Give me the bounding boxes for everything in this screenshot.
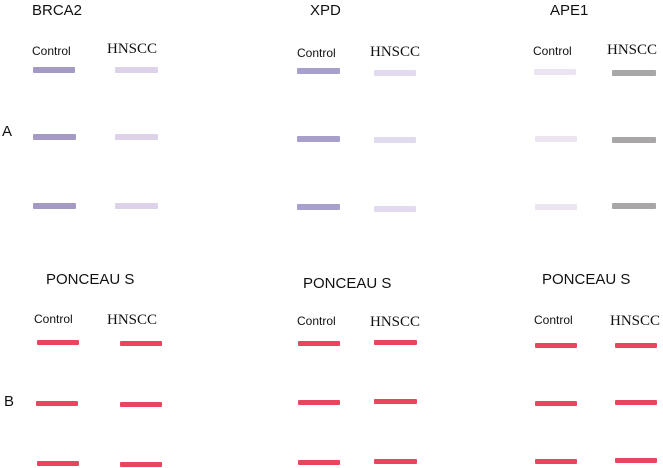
brca2-hnscc-band-1: [115, 67, 158, 73]
xpd-control-band-3: [297, 204, 340, 210]
ponceau-3-title: PONCEAU S: [542, 271, 631, 288]
brca2-control-band-2: [33, 134, 76, 140]
xpd-control-band-2: [297, 136, 340, 142]
ponceau-1-title: PONCEAU S: [46, 271, 135, 288]
brca2-control-band-3: [33, 203, 76, 209]
ponceau-3-control-band-1: [535, 343, 577, 348]
ponceau-1-hnscc-band-1: [120, 341, 162, 346]
brca2-control-label: Control: [32, 44, 71, 58]
ponceau-2-control-band-2: [298, 400, 340, 405]
ponceau-3-hnscc-band-1: [615, 343, 657, 348]
brca2-hnscc-band-3: [115, 203, 158, 209]
xpd-control-band-1: [297, 68, 340, 74]
ponceau-2-control-band-3: [298, 460, 340, 465]
ape1-hnscc-band-2: [612, 137, 656, 143]
ape1-hnscc-band-1: [612, 70, 656, 76]
ponceau-3-control-label: Control: [534, 313, 573, 327]
ponceau-3-hnscc-band-3: [615, 458, 657, 463]
xpd-control-label: Control: [297, 46, 336, 60]
brca2-hnscc-label: HNSCC: [107, 41, 158, 57]
xpd-title: XPD: [310, 2, 341, 19]
ponceau-2-hnscc-label: HNSCC: [370, 314, 421, 330]
xpd-hnscc-band-1: [374, 70, 416, 76]
xpd-hnscc-band-3: [374, 206, 416, 212]
ponceau-1-hnscc-band-2: [120, 402, 162, 407]
ape1-control-band-2: [535, 136, 577, 142]
ape1-control-label: Control: [533, 44, 572, 58]
ponceau-2-hnscc-band-2: [374, 399, 417, 404]
ape1-control-band-1: [534, 69, 576, 75]
ponceau-1-control-label: Control: [34, 312, 73, 326]
ponceau-2-hnscc-band-1: [374, 340, 417, 345]
ponceau-1-hnscc-label: HNSCC: [107, 312, 158, 328]
ponceau-2-control-label: Control: [297, 314, 336, 328]
ponceau-3-control-band-2: [535, 401, 577, 406]
ape1-control-band-3: [535, 204, 577, 210]
ape1-title: APE1: [550, 2, 589, 19]
xpd-hnscc-band-2: [374, 137, 416, 143]
panel-a-label: A: [2, 123, 13, 140]
panel-b-label: B: [4, 393, 15, 410]
brca2-control-band-1: [33, 67, 75, 73]
ape1-hnscc-band-3: [612, 203, 656, 209]
ponceau-2-title: PONCEAU S: [303, 275, 392, 292]
xpd-hnscc-label: HNSCC: [370, 44, 421, 60]
ponceau-1-control-band-1: [37, 340, 79, 345]
ponceau-3-hnscc-band-2: [615, 400, 657, 405]
ape1-hnscc-label: HNSCC: [607, 42, 658, 58]
ponceau-2-hnscc-band-3: [374, 459, 417, 464]
ponceau-1-control-band-2: [36, 401, 78, 406]
ponceau-3-hnscc-label: HNSCC: [610, 313, 661, 329]
ponceau-3-control-band-3: [535, 459, 577, 464]
brca2-hnscc-band-2: [115, 134, 158, 140]
ponceau-1-control-band-3: [37, 461, 79, 466]
ponceau-2-control-band-1: [298, 341, 340, 346]
brca2-title: BRCA2: [32, 2, 83, 19]
ponceau-1-hnscc-band-3: [120, 462, 162, 467]
